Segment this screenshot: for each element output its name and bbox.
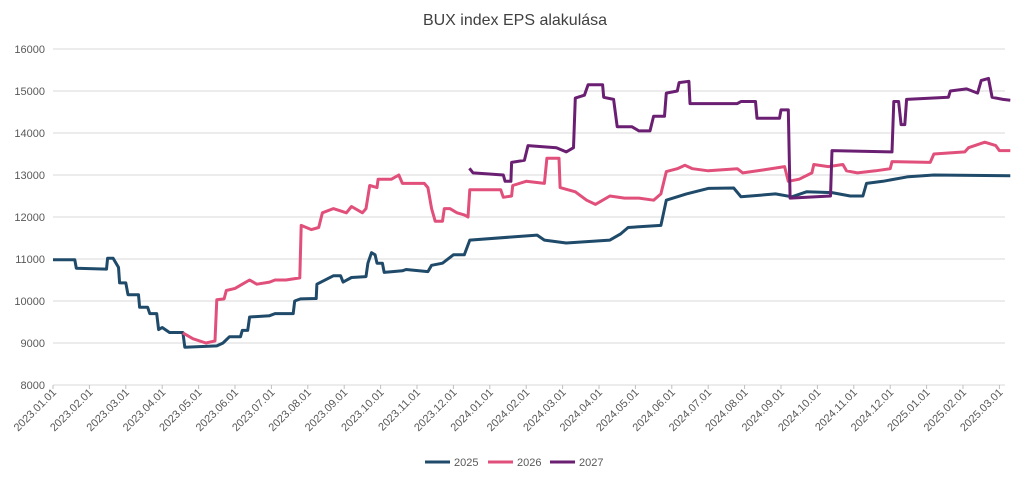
y-tick-label: 10000 bbox=[14, 296, 45, 308]
y-tick-label: 14000 bbox=[14, 128, 45, 140]
y-tick-label: 13000 bbox=[14, 170, 45, 182]
series-line-2025 bbox=[53, 173, 1011, 349]
y-tick-label: 16000 bbox=[14, 44, 45, 56]
series-line-2027 bbox=[468, 76, 1011, 200]
legend-label: 2025 bbox=[454, 457, 478, 469]
legend-label: 2027 bbox=[579, 457, 603, 469]
y-tick-label: 8000 bbox=[21, 380, 45, 392]
series-lines bbox=[53, 76, 1011, 349]
y-axis-ticks: 8000 9000 10000 11000 12000 13000 14000 15000 16… bbox=[14, 44, 45, 392]
gridlines bbox=[53, 48, 1005, 386]
chart-title: BUX index EPS alakulása bbox=[423, 12, 607, 29]
y-tick-label: 12000 bbox=[14, 212, 45, 224]
x-axis-ticks: 2023.01.012023.02.012023.03.012023.04.01… bbox=[12, 385, 1006, 434]
y-tick-label: 9000 bbox=[21, 338, 45, 350]
series-line-2026 bbox=[182, 140, 1011, 345]
legend-label: 2026 bbox=[517, 457, 541, 469]
legend: 2025 2026 2027 bbox=[425, 457, 603, 469]
y-tick-label: 11000 bbox=[15, 254, 45, 266]
y-tick-label: 15000 bbox=[14, 86, 45, 98]
